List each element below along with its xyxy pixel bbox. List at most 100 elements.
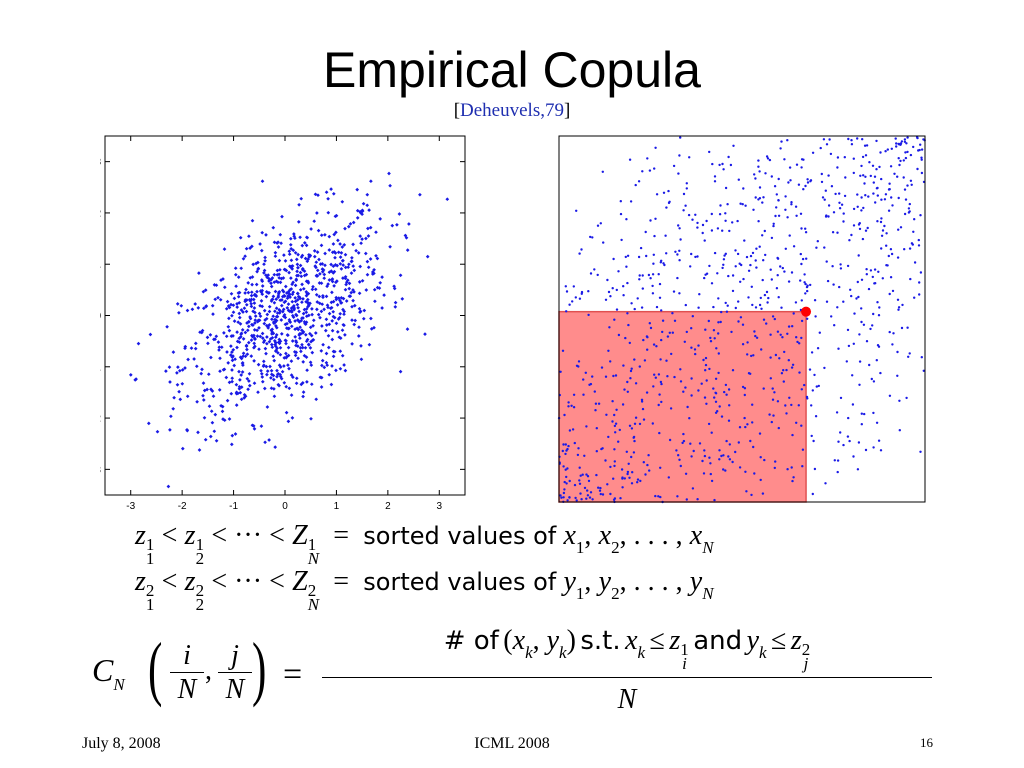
copula-point	[731, 221, 734, 224]
scatter-point	[237, 369, 241, 374]
scatter-point	[255, 289, 259, 294]
scatter-point	[241, 256, 246, 261]
scatter-point	[273, 349, 278, 353]
copula-point	[868, 363, 871, 367]
copula-point	[563, 480, 566, 484]
copula-point	[604, 298, 608, 301]
copula-point	[771, 387, 774, 390]
copula-point	[917, 238, 920, 242]
scatter-point	[287, 249, 292, 254]
scatter-point	[282, 380, 287, 385]
scatter-point	[360, 278, 365, 283]
copula-point	[655, 193, 659, 196]
scatter-point	[165, 324, 169, 329]
copula-point	[842, 300, 845, 303]
copula-point	[787, 359, 790, 362]
scatter-point	[238, 390, 243, 395]
scatter-point	[276, 280, 280, 285]
copula-point	[897, 157, 900, 160]
scatter-point	[175, 371, 179, 375]
scatter-point	[363, 251, 368, 256]
scatter-point	[300, 267, 305, 272]
scatter-point	[222, 285, 227, 290]
copula-point	[889, 276, 893, 279]
copula-point	[837, 347, 840, 350]
copula-point	[759, 456, 762, 459]
copula-point	[888, 330, 891, 334]
scatter-point	[275, 368, 279, 373]
copula-point	[912, 230, 915, 233]
copula-point	[754, 196, 757, 199]
scatter-point	[315, 300, 320, 304]
copula-point	[806, 181, 810, 184]
copula-point	[912, 145, 915, 149]
copula-point	[741, 203, 744, 206]
copula-point	[615, 308, 619, 311]
copula-point	[758, 186, 762, 189]
scatter-point	[253, 314, 258, 318]
copula-point	[689, 265, 692, 268]
copula-point	[667, 476, 670, 479]
scatter-point	[339, 251, 344, 255]
scatter-point	[164, 369, 168, 373]
scatter-point	[368, 257, 373, 261]
copula-point	[719, 320, 722, 324]
scatter-point	[357, 306, 362, 311]
copula-point	[697, 306, 700, 309]
copula-point	[567, 444, 570, 448]
scatter-point	[237, 384, 242, 389]
copula-point	[847, 416, 850, 420]
copula-point	[862, 206, 865, 210]
eq3-denominator: N	[617, 684, 637, 715]
scatter-point	[221, 417, 225, 421]
scatter-point	[203, 437, 208, 442]
copula-point	[909, 179, 913, 182]
eq2-Z: Z	[292, 566, 308, 597]
copula-point	[638, 274, 641, 277]
scatter-point	[312, 219, 317, 224]
copula-point	[752, 208, 755, 211]
copula-point	[801, 448, 805, 451]
copula-point	[776, 274, 779, 277]
copula-point	[752, 354, 755, 357]
citation: [Deheuvels,79]	[0, 100, 1024, 122]
scatter-point	[213, 412, 218, 417]
copula-point	[630, 302, 633, 305]
copula-point	[583, 486, 587, 490]
scatter-point	[308, 346, 313, 350]
copula-point	[612, 477, 615, 480]
copula-point	[622, 364, 625, 367]
copula-point	[611, 400, 614, 403]
copula-point	[800, 299, 803, 302]
scatter-point	[273, 445, 278, 449]
copula-point	[689, 442, 692, 445]
citation-link[interactable]: Deheuvels,79	[460, 100, 564, 121]
copula-point	[717, 332, 720, 335]
copula-point	[897, 308, 900, 311]
copula-point	[728, 404, 731, 407]
copula-point	[613, 464, 616, 468]
eq3-num-x2: x	[625, 625, 638, 656]
scatter-point	[280, 369, 285, 374]
scatter-point	[216, 340, 221, 344]
copula-point	[614, 374, 618, 377]
scatter-point	[350, 318, 354, 322]
copula-point	[800, 319, 804, 323]
scatter-point	[171, 406, 176, 411]
copula-point	[881, 277, 884, 280]
copula-point	[604, 375, 608, 378]
copula-point	[777, 296, 780, 299]
eq2-y-sub2: 2	[611, 584, 620, 603]
scatter-point	[327, 234, 332, 239]
copula-point	[858, 383, 861, 386]
copula-point	[799, 212, 803, 215]
eq3-num-z2-sup: 2	[801, 640, 811, 659]
scatter-point	[219, 278, 223, 282]
scatter-point	[204, 304, 209, 308]
scatter-point	[245, 352, 250, 357]
copula-point	[575, 209, 578, 212]
copula-point	[858, 227, 862, 231]
copula-point	[847, 344, 851, 348]
scatter-point	[260, 331, 265, 336]
copula-point	[857, 223, 861, 226]
